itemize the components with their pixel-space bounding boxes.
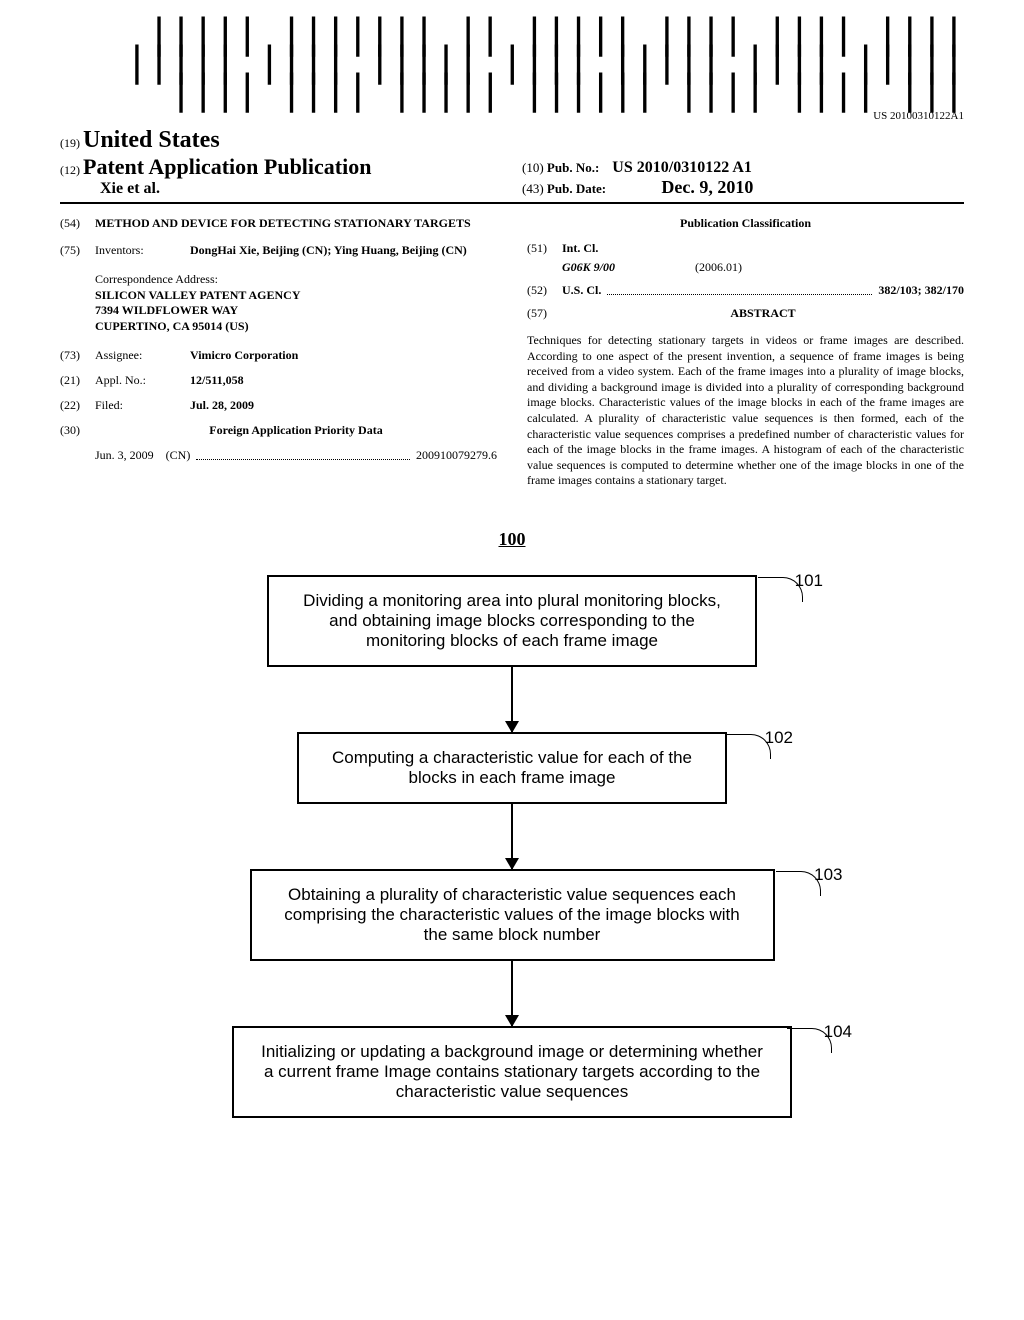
pub-type-code: (12)	[60, 163, 80, 177]
priority-number: 200910079279.6	[416, 448, 497, 463]
pub-type: Patent Application Publication	[83, 154, 371, 179]
pub-date-label: Pub. Date:	[547, 181, 606, 196]
priority-row: Jun. 3, 2009 (CN) 200910079279.6	[95, 448, 497, 463]
filed-row: (22) Filed: Jul. 28, 2009	[60, 398, 497, 413]
int-cl-label: Int. Cl.	[562, 241, 598, 255]
pub-type-line: (12) Patent Application Publication	[60, 154, 502, 180]
appl-row: (21) Appl. No.: 12/511,058	[60, 373, 497, 388]
int-cl-detail: G06K 9/00 (2006.01)	[562, 260, 964, 275]
us-cl-code: (52)	[527, 283, 562, 298]
us-cl-label: U.S. Cl.	[562, 283, 601, 297]
assignee-value: Vimicro Corporation	[190, 348, 298, 362]
barcode-area: ||||| ||||||| || ||||| |||| |||| |||| ||…	[60, 20, 964, 122]
us-cl-value: 382/103; 382/170	[878, 283, 964, 297]
header-right: (10) Pub. No.: US 2010/0310122 A1 (43) P…	[502, 159, 964, 198]
right-column: Publication Classification (51) Int. Cl.…	[527, 216, 964, 489]
foreign-code: (30)	[60, 423, 95, 438]
flow-box-102: Computing a characteristic value for eac…	[297, 732, 727, 804]
author-line: Xie et al.	[100, 180, 502, 198]
filed-label: Filed:	[95, 398, 190, 413]
int-cl-year: (2006.01)	[695, 260, 742, 274]
appl-label: Appl. No.:	[95, 373, 190, 388]
foreign-header-row: (30) Foreign Application Priority Data	[60, 423, 497, 438]
abstract-text: Techniques for detecting stationary targ…	[527, 333, 964, 489]
flow-label-103: 103	[814, 865, 842, 885]
pub-date: Dec. 9, 2010	[661, 177, 753, 197]
pub-date-code: (43)	[522, 181, 544, 196]
flow-box-104: Initializing or updating a background im…	[232, 1026, 792, 1118]
pub-no-code: (10)	[522, 160, 544, 175]
barcode-graphic: ||||| ||||||| || ||||| |||| |||| |||| ||…	[60, 20, 964, 104]
pub-no: US 2010/0310122 A1	[612, 159, 752, 176]
arrow-down	[511, 961, 513, 1026]
country-name: United States	[83, 127, 220, 153]
abstract-header-line: (57) ABSTRACT	[527, 306, 964, 327]
inventors-value: DongHai Xie, Beijing (CN); Ying Huang, B…	[190, 243, 497, 258]
inventors-label: Inventors:	[95, 243, 190, 258]
flow-label-101: 101	[795, 571, 823, 591]
header-left: (19) United States (12) Patent Applicati…	[60, 127, 502, 198]
correspondence-line3: CUPERTINO, CA 95014 (US)	[95, 319, 497, 335]
abstract-header: ABSTRACT	[562, 306, 964, 321]
int-cl-block: (51) Int. Cl.	[527, 241, 964, 256]
int-cl-value: G06K 9/00	[562, 260, 692, 275]
priority-date: Jun. 3, 2009	[95, 448, 154, 463]
arrow-down	[511, 667, 513, 732]
inventors-block: (75) Inventors: DongHai Xie, Beijing (CN…	[60, 243, 497, 258]
assignee-label: Assignee:	[95, 348, 190, 363]
correspondence-line2: 7394 WILDFLOWER WAY	[95, 303, 497, 319]
correspondence-line1: SILICON VALLEY PATENT AGENCY	[95, 288, 497, 304]
title-section: (54) METHOD AND DEVICE FOR DETECTING STA…	[60, 216, 497, 231]
flow-box-103: Obtaining a plurality of characteristic …	[250, 869, 775, 961]
pub-date-line: (43) Pub. Date: Dec. 9, 2010	[522, 177, 964, 198]
content-columns: (54) METHOD AND DEVICE FOR DETECTING STA…	[60, 216, 964, 489]
dotted-fill-2	[607, 283, 872, 295]
us-cl-block: (52) U.S. Cl. 382/103; 382/170	[527, 283, 964, 298]
pub-no-label: Pub. No.:	[547, 160, 599, 175]
filed-value: Jul. 28, 2009	[190, 398, 254, 412]
assignee-code: (73)	[60, 348, 95, 363]
flow-box-101: Dividing a monitoring area into plural m…	[267, 575, 757, 667]
flow-label-102: 102	[765, 728, 793, 748]
title-code: (54)	[60, 216, 95, 231]
figure-number: 100	[60, 529, 964, 550]
assignee-row: (73) Assignee: Vimicro Corporation	[60, 348, 497, 363]
country-code: (19)	[60, 136, 80, 150]
dotted-fill	[196, 448, 410, 460]
inventors-code: (75)	[60, 243, 95, 258]
correspondence-block: Correspondence Address: SILICON VALLEY P…	[95, 272, 497, 334]
correspondence-label: Correspondence Address:	[95, 272, 497, 288]
pub-no-line: (10) Pub. No.: US 2010/0310122 A1	[522, 159, 964, 177]
int-cl-code: (51)	[527, 241, 562, 256]
filed-code: (22)	[60, 398, 95, 413]
priority-country: (CN)	[166, 448, 191, 463]
patent-title: METHOD AND DEVICE FOR DETECTING STATIONA…	[95, 216, 471, 231]
figure-section: 100 Dividing a monitoring area into plur…	[60, 529, 964, 1118]
foreign-header: Foreign Application Priority Data	[95, 423, 497, 438]
arrow-down	[511, 804, 513, 869]
appl-code: (21)	[60, 373, 95, 388]
classification-header: Publication Classification	[527, 216, 964, 231]
header-section: (19) United States (12) Patent Applicati…	[60, 127, 964, 204]
country-line: (19) United States	[60, 127, 502, 154]
appl-value: 12/511,058	[190, 373, 244, 387]
left-column: (54) METHOD AND DEVICE FOR DETECTING STA…	[60, 216, 497, 489]
flow-label-104: 104	[824, 1022, 852, 1042]
flowchart: Dividing a monitoring area into plural m…	[60, 575, 964, 1118]
abstract-code: (57)	[527, 306, 562, 327]
